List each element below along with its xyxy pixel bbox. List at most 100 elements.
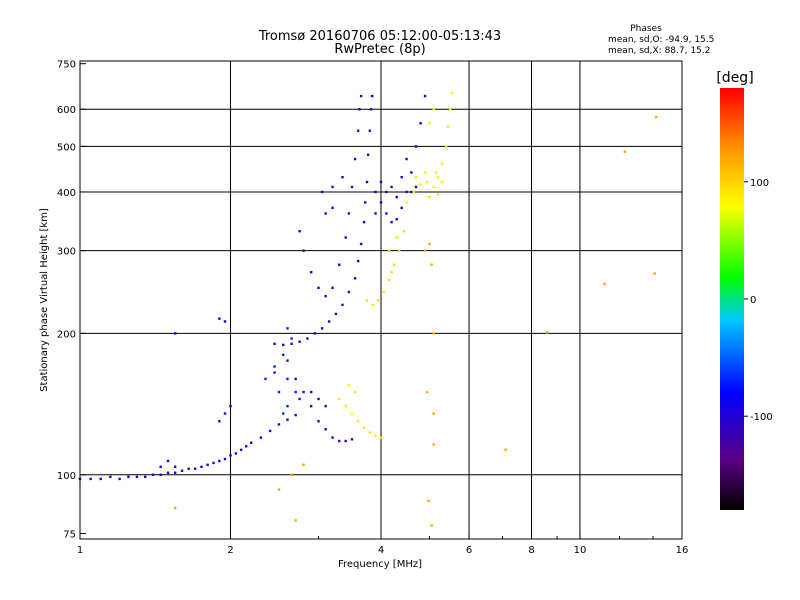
y-tick-label: 200 (57, 329, 76, 340)
data-point (341, 303, 344, 307)
data-point (223, 320, 227, 323)
data-point (229, 454, 232, 457)
data-point (430, 524, 433, 527)
data-point (368, 431, 372, 434)
data-point (365, 299, 369, 302)
data-point (444, 145, 448, 148)
data-point (432, 332, 435, 335)
x-tick-label: 16 (676, 545, 689, 556)
data-point (302, 463, 305, 467)
x-tick-label: 8 (528, 545, 534, 556)
series-x-mid (365, 230, 406, 307)
data-point (410, 171, 413, 174)
data-point (290, 473, 293, 476)
x-axis-label: Frequency [MHz] (338, 559, 422, 570)
y-axis-label: Stationary phase Virtual Height [km] (39, 208, 50, 392)
data-point (298, 230, 301, 233)
y-axis-ticks: 75 100 200 300 400 500 600 750 (57, 60, 86, 540)
series-f-region-o-low-branch (273, 94, 374, 347)
data-point (324, 294, 327, 298)
data-point (430, 263, 433, 266)
data-point (395, 236, 398, 239)
data-point (151, 473, 155, 476)
data-point (370, 94, 374, 98)
x-tick-label: 2 (227, 545, 233, 556)
data-point (309, 390, 313, 394)
data-point (259, 436, 263, 439)
data-point (273, 342, 276, 346)
series-x-low (338, 384, 383, 439)
data-point (320, 190, 324, 194)
data-point (434, 171, 438, 174)
data-point (159, 465, 162, 468)
series-x-upper (405, 91, 454, 204)
data-point (353, 277, 357, 280)
data-point (347, 212, 351, 215)
data-point (364, 201, 367, 204)
data-point (390, 270, 393, 274)
data-point (282, 353, 285, 357)
chart-subtitle: RwPretec (8p) (334, 42, 425, 57)
data-point (359, 94, 363, 98)
y-tick-label: 500 (57, 142, 76, 153)
colorbar-tick-label: -100 (750, 412, 773, 423)
data-point (426, 390, 429, 394)
series-e-and-low-trace (78, 317, 297, 481)
data-point (166, 459, 170, 463)
data-point (273, 371, 276, 374)
data-point (546, 331, 549, 334)
x-tick-label: 4 (378, 545, 384, 556)
data-point (450, 91, 454, 95)
data-point (286, 359, 289, 362)
data-point (324, 212, 327, 215)
data-point (385, 190, 388, 194)
data-point (423, 249, 427, 252)
data-point (327, 320, 331, 323)
data-point (317, 397, 320, 401)
data-point (334, 312, 338, 316)
series-mid-cusp (286, 359, 354, 443)
data-point (426, 180, 429, 184)
data-point (653, 272, 656, 275)
data-point (374, 212, 377, 215)
data-point (89, 477, 92, 481)
data-point (440, 162, 444, 165)
y-tick-label: 400 (57, 188, 76, 199)
data-point (338, 439, 341, 443)
data-point (173, 506, 177, 510)
y-tick-label: 300 (57, 247, 76, 258)
data-point (446, 125, 450, 129)
data-point (306, 337, 309, 340)
data-point (603, 282, 606, 286)
data-point (353, 390, 357, 394)
data-point (290, 342, 293, 346)
data-point (358, 108, 361, 111)
data-point (423, 171, 427, 174)
data-point (331, 436, 334, 439)
data-point (623, 150, 627, 154)
grid-lines (80, 61, 682, 539)
data-point (353, 157, 357, 161)
data-point (414, 175, 418, 179)
data-point (173, 471, 177, 474)
data-point (99, 477, 102, 481)
data-point (286, 404, 289, 408)
y-tick-label: 750 (57, 60, 76, 71)
data-point (234, 452, 238, 455)
data-point (504, 448, 507, 452)
data-point (331, 185, 334, 189)
data-point (320, 327, 324, 330)
data-point (268, 429, 272, 433)
data-point (294, 519, 297, 522)
data-point (298, 397, 301, 401)
data-point (379, 180, 383, 184)
data-point (218, 317, 221, 320)
data-point (277, 423, 281, 426)
data-point (448, 108, 452, 111)
data-point (294, 390, 297, 394)
colorbar-tick-label: 100 (750, 178, 769, 189)
data-point (290, 337, 293, 340)
data-point (282, 343, 285, 347)
data-point (436, 193, 440, 196)
data-point (143, 475, 147, 479)
